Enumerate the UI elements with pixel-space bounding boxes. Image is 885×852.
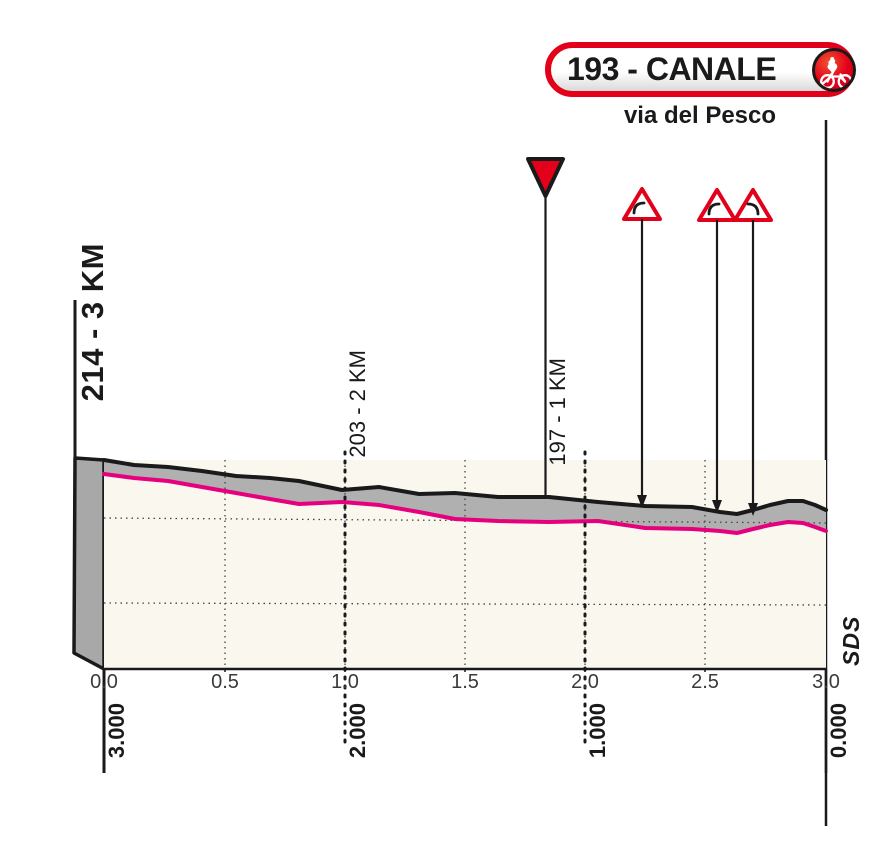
svg-text:2.0: 2.0 [571,671,599,693]
svg-text:3.0: 3.0 [812,671,840,693]
svg-text:0.5: 0.5 [211,671,239,693]
svg-text:2.5: 2.5 [691,671,719,693]
svg-text:1.5: 1.5 [451,671,479,693]
svg-text:0.0: 0.0 [90,671,118,693]
svg-text:1.0: 1.0 [331,671,359,693]
